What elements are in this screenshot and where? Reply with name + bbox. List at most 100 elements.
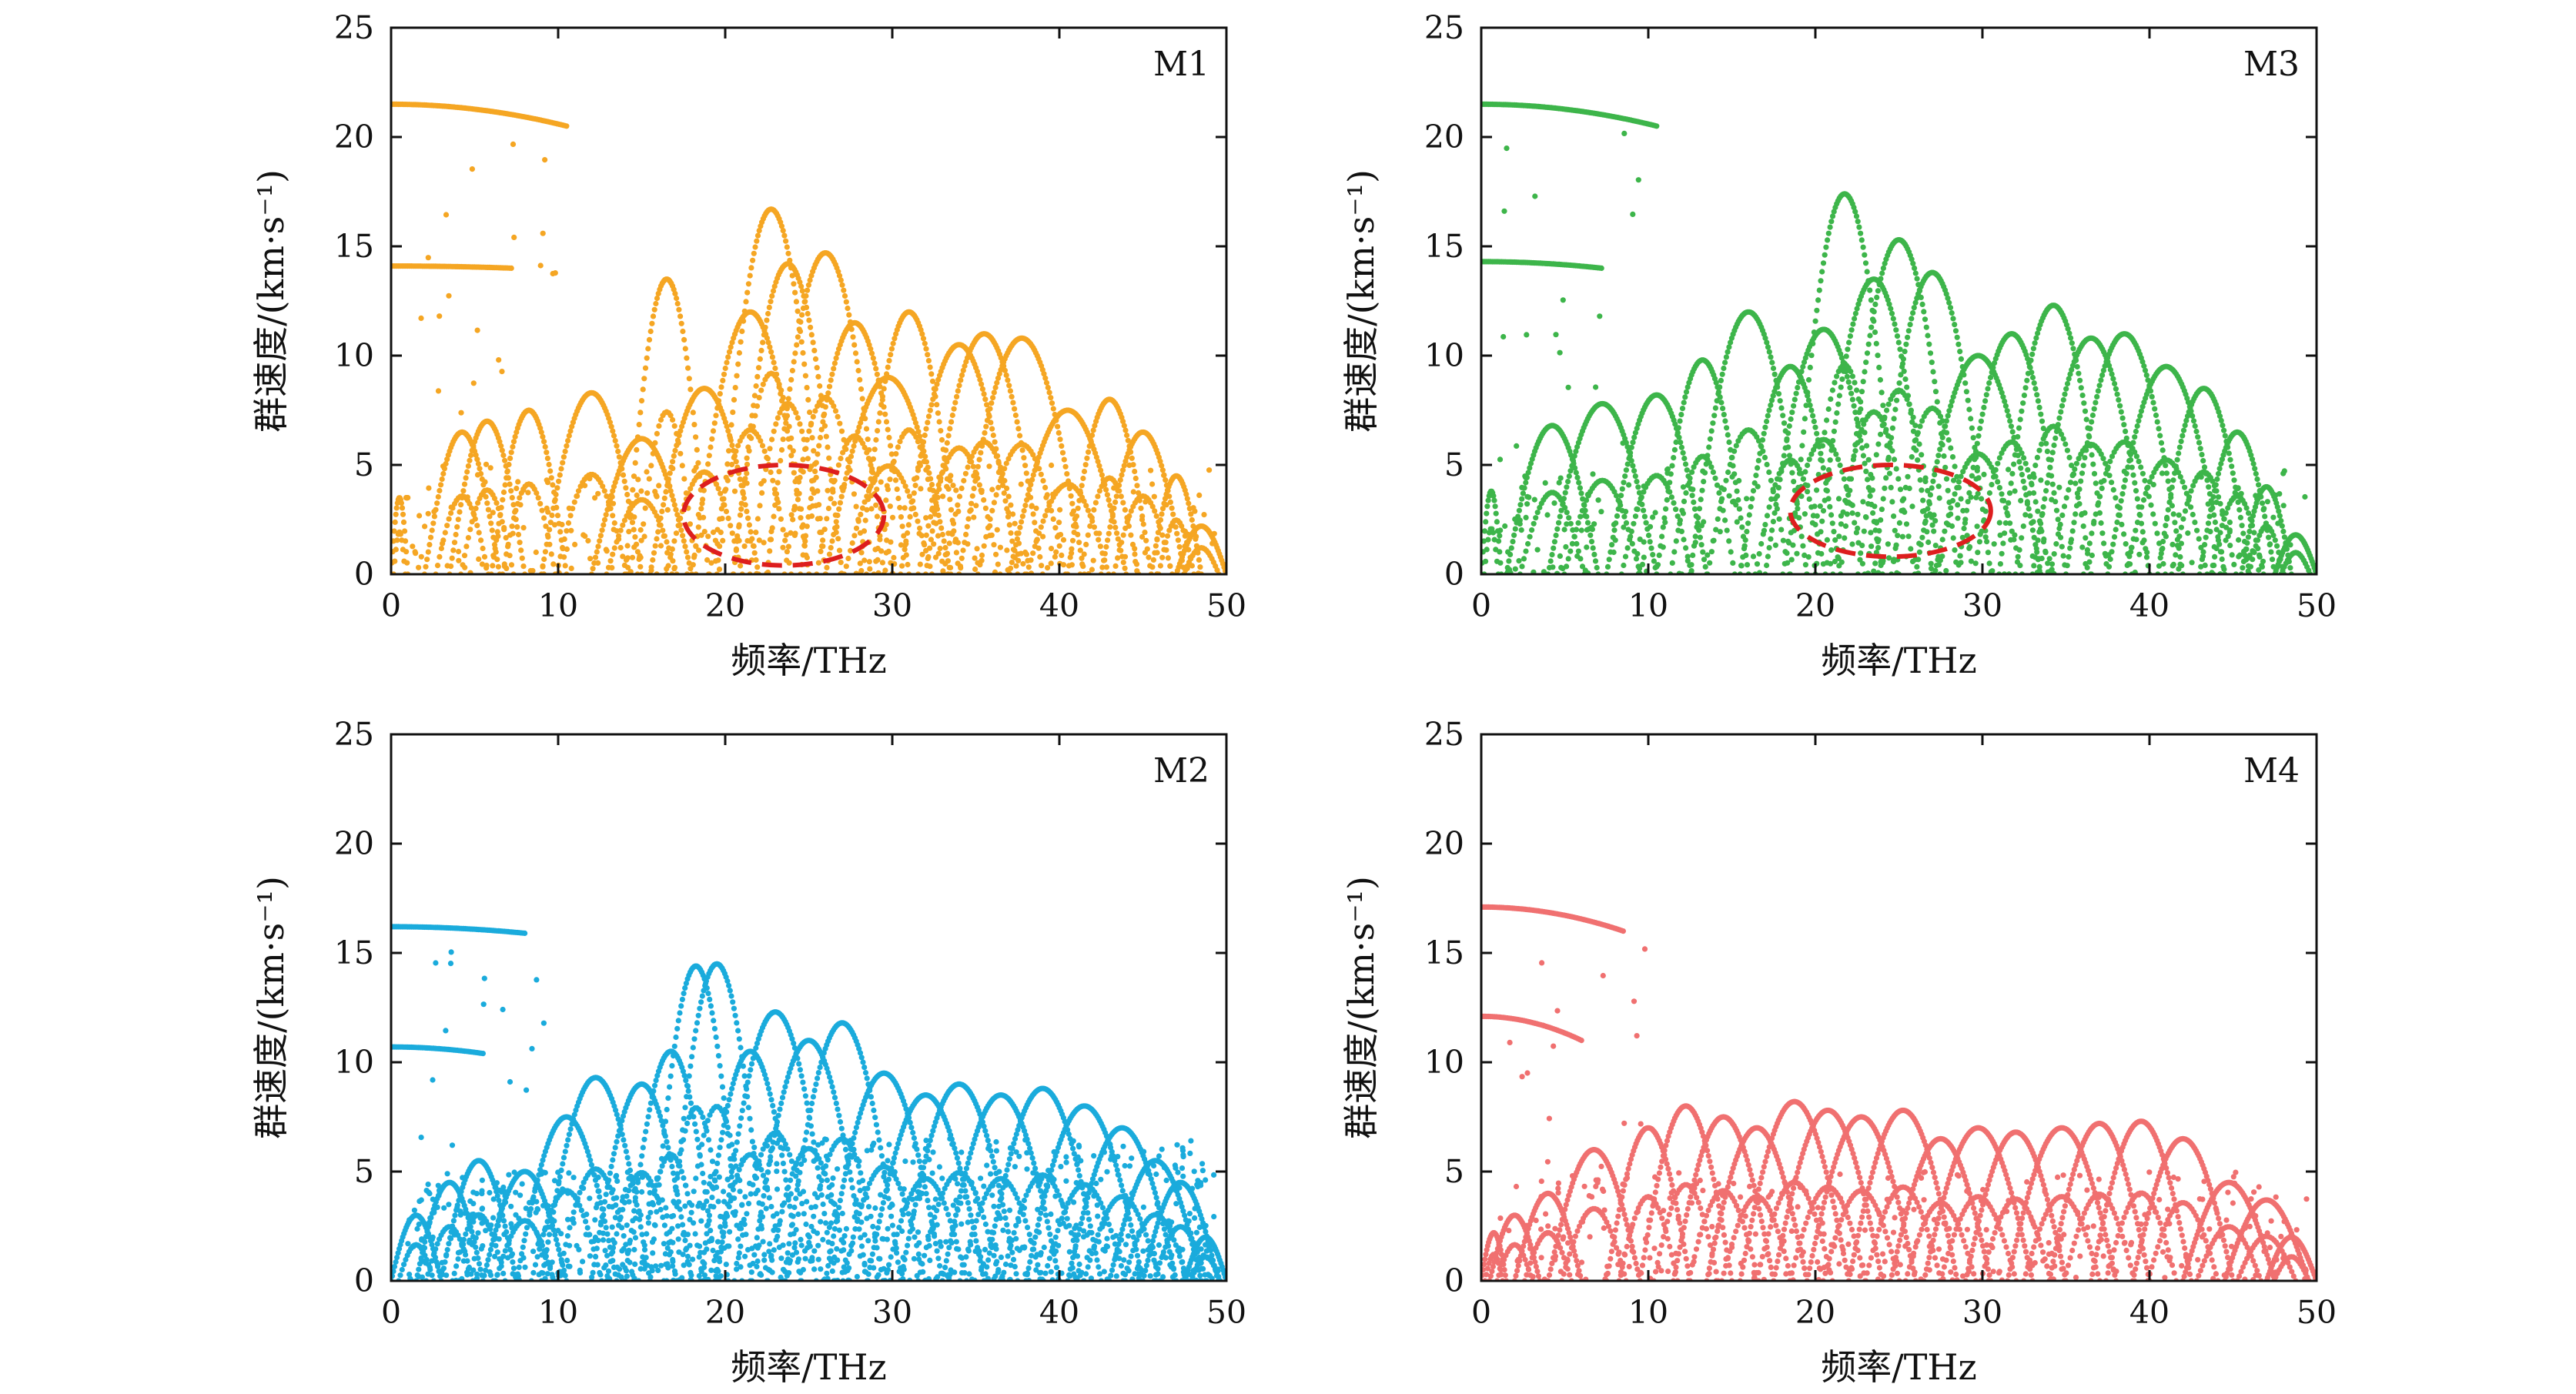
- arc-point: [539, 507, 545, 513]
- arc-point: [1112, 499, 1119, 506]
- arc-point: [1916, 549, 1922, 555]
- scatter-point: [1132, 546, 1138, 552]
- arc-point: [860, 440, 866, 446]
- scatter-point: [994, 527, 1000, 533]
- arc-point: [1873, 550, 1879, 556]
- arc-point: [1943, 418, 1949, 424]
- arc-point: [2029, 374, 2036, 381]
- arc-point: [1043, 379, 1050, 386]
- arc-point: [1712, 405, 1718, 411]
- arc-point: [597, 538, 603, 544]
- arc-point: [922, 432, 928, 439]
- arc-point: [1032, 543, 1038, 550]
- arc-point: [1789, 470, 1795, 476]
- arc-point: [2032, 340, 2038, 346]
- arc-point: [1019, 513, 1025, 520]
- arc-point: [2025, 466, 2031, 473]
- arc-point: [761, 448, 768, 454]
- arc-point: [933, 503, 939, 509]
- arc-point: [498, 504, 504, 511]
- arc-point: [747, 272, 753, 279]
- arc-point: [557, 529, 564, 535]
- arc-point: [1958, 496, 1964, 502]
- arc-point: [1153, 543, 1159, 549]
- arc-point: [681, 476, 687, 482]
- arc-point: [554, 513, 561, 519]
- arc-point: [393, 505, 400, 511]
- arc-point: [1818, 450, 1824, 456]
- arc-point: [1986, 490, 1992, 496]
- arc-point: [1867, 333, 1873, 339]
- arc-point: [1982, 508, 1989, 514]
- arc-point: [1965, 499, 1971, 505]
- arc-point: [2060, 436, 2066, 442]
- arc-point: [480, 545, 486, 552]
- arc-point: [1805, 489, 1811, 495]
- arc-point: [1109, 511, 1116, 517]
- arc-point: [651, 306, 657, 313]
- arc-point: [2039, 441, 2045, 447]
- scatter-point: [1182, 528, 1189, 535]
- arc-point: [672, 290, 678, 296]
- scatter-point: [670, 466, 676, 472]
- arc-point: [815, 560, 821, 566]
- arc-point: [1681, 455, 1688, 462]
- arc-point: [796, 326, 802, 333]
- scatter-point: [496, 357, 502, 363]
- arc-point: [744, 455, 750, 461]
- scatter-point: [458, 410, 464, 416]
- arc-point: [1517, 502, 1524, 508]
- arc-point: [1984, 539, 1990, 545]
- arc-point: [2030, 346, 2036, 352]
- arc-point: [1904, 384, 1910, 390]
- arc-point: [1800, 476, 1806, 482]
- arc-point: [923, 532, 929, 538]
- arc-point: [802, 373, 808, 379]
- arc-point: [754, 564, 761, 570]
- arc-point: [1569, 540, 1575, 547]
- arc-point: [923, 426, 929, 432]
- arc-point: [1042, 484, 1049, 491]
- scatter-point: [1142, 550, 1148, 556]
- scatter-point: [698, 532, 704, 538]
- arc-point: [1908, 546, 1914, 552]
- arc-point: [655, 529, 661, 535]
- arc-point: [2069, 340, 2075, 346]
- arc-point: [807, 277, 813, 283]
- arc-point: [1855, 301, 1862, 307]
- arc-point: [1926, 499, 1932, 505]
- arc-point: [2082, 408, 2089, 414]
- arc-point: [1960, 469, 1966, 475]
- arc-point: [961, 477, 967, 484]
- arc-point: [883, 419, 890, 425]
- arc-point: [971, 486, 977, 492]
- arc-point: [1092, 500, 1099, 506]
- x-tick-label: 0: [381, 587, 401, 624]
- scatter-point: [788, 512, 795, 518]
- arc-point: [878, 402, 885, 408]
- arc-point: [2062, 441, 2069, 447]
- arc-point: [1699, 487, 1705, 493]
- arc-point: [771, 359, 777, 366]
- arc-point: [1864, 269, 1870, 275]
- arc-point: [835, 350, 841, 356]
- arc-point: [1004, 485, 1010, 492]
- arc-point: [1716, 490, 1722, 496]
- arc-point: [2076, 370, 2082, 376]
- arc-point: [1045, 384, 1051, 391]
- arc-point: [1970, 464, 1976, 471]
- arc-point: [2032, 499, 2039, 505]
- arc-point: [449, 555, 455, 561]
- arc-point: [1708, 464, 1715, 470]
- arc-point: [1037, 553, 1043, 560]
- arc-point: [848, 453, 855, 460]
- arc-point: [1609, 542, 1615, 548]
- arc-point: [1850, 321, 1856, 327]
- arc-point: [869, 466, 875, 472]
- arc-point: [927, 407, 933, 413]
- scatter-point: [748, 538, 754, 544]
- arc-point: [810, 413, 816, 420]
- arc-point: [1858, 237, 1865, 243]
- arc-point: [715, 486, 721, 492]
- arc-point: [667, 554, 674, 560]
